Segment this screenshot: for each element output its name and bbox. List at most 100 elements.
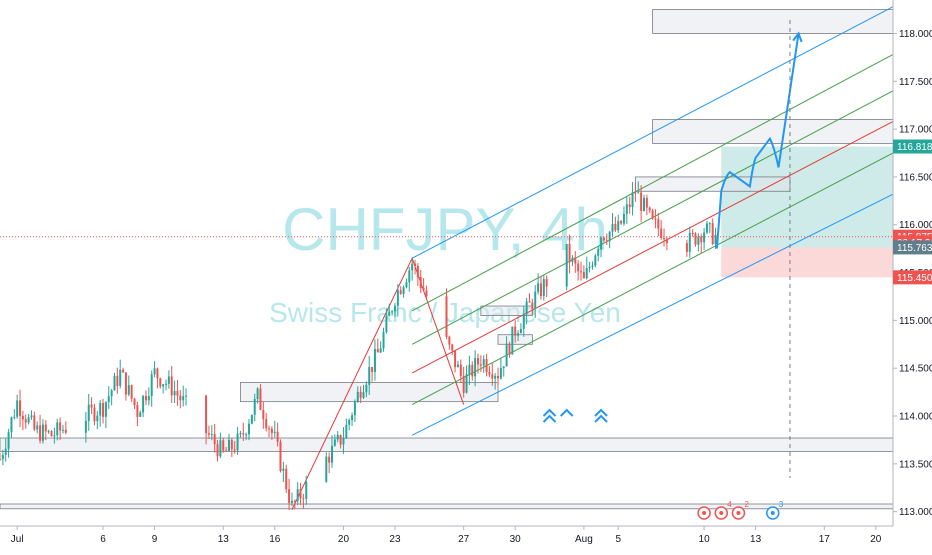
candle-body [371,367,374,373]
candle [634,182,637,202]
candle [113,372,116,391]
candle [333,434,336,447]
pitch-inner-lower[interactable] [411,152,894,405]
candle [474,350,477,387]
candle-body [250,414,253,424]
candle-body [660,228,663,239]
candle-body [133,398,136,406]
candle-body [488,372,491,375]
candle [36,421,39,434]
candle-body [339,434,342,445]
candle [414,259,417,275]
candle-body [87,404,90,421]
candle-body [285,468,288,490]
candle-body [539,283,542,297]
chevron-stroke [542,408,557,417]
candle [488,366,491,378]
projection-path[interactable] [715,32,800,249]
candle-body [167,376,170,384]
candle-body [345,424,348,439]
price-label-text: 115.763 [897,243,932,254]
candle [359,386,362,404]
candle-body [571,257,574,263]
candle-body [525,301,528,315]
watermark: CHFJPY, 4h Swiss Franc / Japanese Yen [269,196,621,328]
stop-zone[interactable] [721,247,893,278]
candle [213,423,216,453]
pitch-inner-upper-1[interactable] [411,54,894,312]
candle [331,435,334,468]
candle [47,429,50,434]
price-label-bg [893,270,932,285]
event-flag-3[interactable]: 2 [731,500,749,520]
candle-body [16,400,19,417]
candle [179,389,182,409]
candle-body [499,367,502,379]
candle-body [185,395,188,397]
candle [222,438,225,453]
time-axis[interactable]: Jul 6 9 13 16 20 23 27 30 Aug 5 10 13 17 20 [0,525,932,550]
candle-body [182,396,185,401]
candle [476,353,479,374]
entry-price-label: 115.763 [893,240,932,255]
candle [325,452,328,483]
candle-body [336,434,339,440]
candle-body [620,220,623,224]
zone-118[interactable] [652,9,894,34]
candle-body [362,392,365,398]
time-tick-label: 13 [750,534,762,545]
candle-body [162,384,165,387]
candle [219,432,222,459]
pitch-outer-lower[interactable] [411,193,894,436]
candle-body [47,431,50,433]
event-flag-2[interactable]: 4 [714,500,732,520]
candle-body [356,391,359,402]
candle-body [648,207,651,211]
candle [422,278,425,292]
double-chevron-1[interactable] [542,408,557,423]
candle [302,493,305,509]
candle [339,434,342,449]
candle [353,399,356,422]
pitch-outer-upper[interactable] [411,6,894,259]
candle [620,220,623,225]
candle-body [511,326,514,355]
candle-body [53,435,56,437]
single-chevron[interactable] [560,408,574,417]
candle-body [537,283,540,292]
candle [279,439,282,473]
candle [631,181,634,216]
candle [167,370,170,389]
candle-body [425,290,428,297]
candle-body [468,364,471,375]
candle-body [150,374,153,397]
candle-body [173,391,176,396]
candle [159,377,162,389]
candle [456,360,459,368]
target-zone[interactable] [721,146,893,248]
pitch-median[interactable] [411,121,894,374]
candle [617,214,620,234]
candle [13,409,16,420]
candle [594,253,597,268]
candle [248,419,251,441]
candle-body [411,263,414,271]
double-chevron-2[interactable] [594,408,608,423]
event-dot [702,511,707,515]
candle [508,341,511,358]
event-flag-4[interactable]: 3 [766,500,784,520]
candle-body [290,500,293,503]
time-tick-label: 5 [615,534,621,545]
candle-body [110,390,113,397]
event-flag-1[interactable] [697,506,711,520]
zone-1137[interactable] [0,437,894,452]
candle [233,440,236,454]
candle-body [259,388,262,410]
zone-1130[interactable] [0,503,894,510]
candle-body [328,456,331,463]
candle [165,379,168,391]
candle-body [580,271,583,273]
candle [580,261,583,281]
